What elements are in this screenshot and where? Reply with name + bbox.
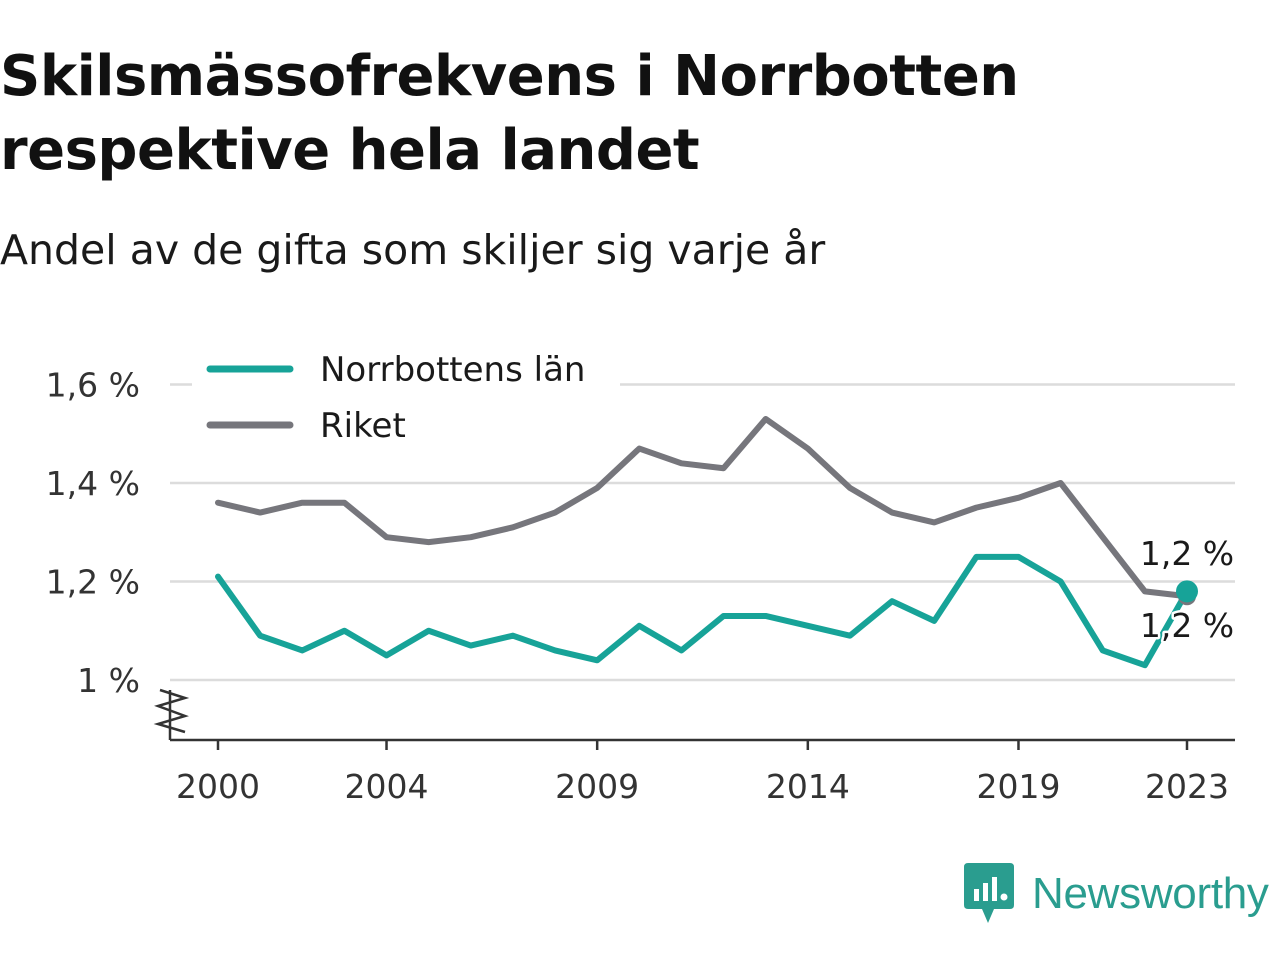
newsworthy-logo-icon — [964, 863, 1014, 923]
chart-title-line-2: respektive hela landet — [0, 118, 700, 183]
legend-label: Riket — [320, 406, 406, 446]
data-label: 1,2 % — [1140, 534, 1234, 573]
brand-logo: Newsworthy — [964, 862, 1269, 926]
y-tick-label: 1,2 % — [46, 563, 140, 602]
x-tick-label: 2000 — [176, 767, 260, 806]
end-labels: 1,2 % 1,2 % — [1137, 532, 1236, 648]
x-tick-label: 2009 — [555, 767, 639, 806]
series-line — [215, 553, 1190, 669]
chart-title-line-1: Skilsmässofrekvens i Norrbotten — [0, 44, 1019, 109]
line-chart: 1 % 1,2 % 1,4 % 1,6 % 2000 2004 2009 2014 2019 20… — [46, 344, 1237, 806]
y-tick-label: 1,4 % — [46, 464, 140, 503]
legend-label: Norrbottens län — [320, 350, 585, 390]
y-tick-label: 1 % — [77, 661, 140, 700]
legend: Norrbottens län Riket — [192, 344, 620, 454]
x-tick-label: 2004 — [345, 767, 429, 806]
data-point — [1176, 580, 1198, 603]
x-tick-label: 2019 — [976, 767, 1060, 806]
y-tick-label: 1,6 % — [46, 366, 140, 405]
series-lines — [215, 415, 1198, 669]
chart-subtitle: Andel av de gifta som skiljer sig varje … — [0, 226, 826, 274]
axis-break-marker — [153, 688, 190, 734]
data-label: 1,2 % — [1140, 606, 1234, 645]
legend-background — [192, 344, 620, 454]
series-line — [215, 415, 1190, 600]
axes: 1 % 1,2 % 1,4 % 1,6 % 2000 2004 2009 2014 2019 20… — [46, 366, 1235, 806]
x-tick-label: 2014 — [766, 767, 850, 806]
chart-title: Skilsmässofrekvens i Norrbotten respekti… — [0, 40, 1270, 188]
x-tick-label: 2023 — [1145, 767, 1229, 806]
brand-name: Newsworthy — [1032, 869, 1269, 918]
